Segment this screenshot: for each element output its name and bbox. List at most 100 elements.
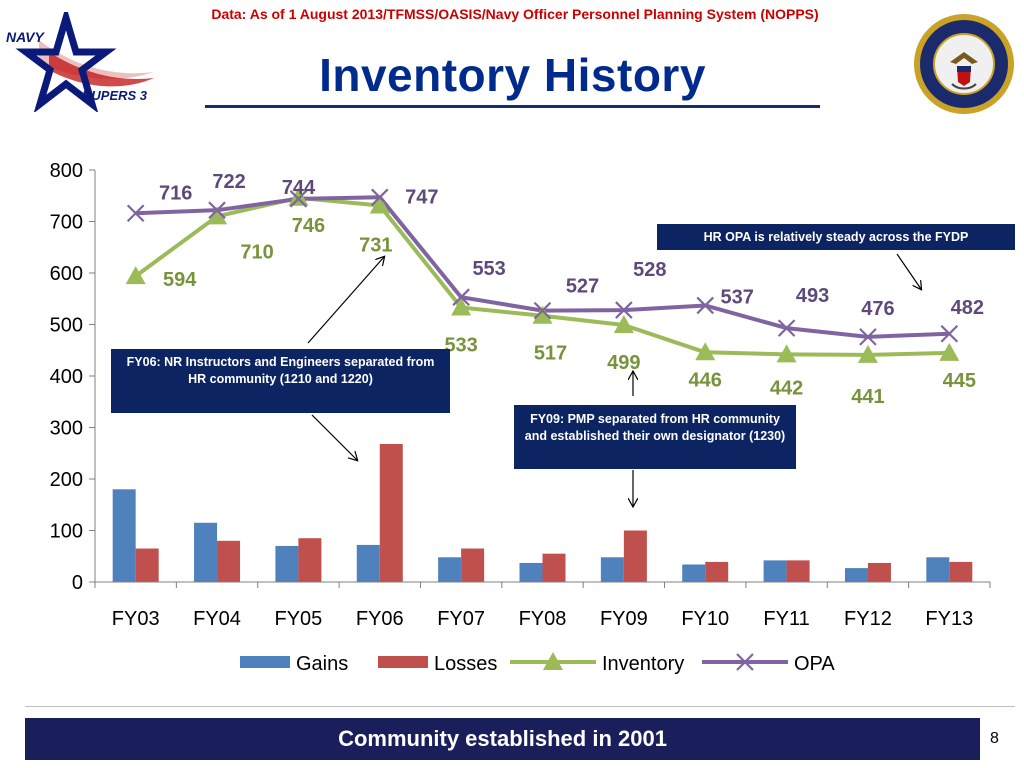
inventory-data-label: 710	[240, 241, 273, 263]
bar-losses	[217, 540, 241, 582]
opa-marker	[370, 188, 389, 207]
y-tick-label: 400	[50, 366, 83, 388]
inventory-data-label: 441	[851, 386, 884, 408]
legend-swatch-gains	[240, 656, 290, 668]
legend-marker-opa	[736, 653, 754, 671]
bar-losses	[623, 530, 647, 582]
source-note: Data: As of 1 August 2013/TFMSS/OASIS/Na…	[211, 6, 819, 22]
opa-data-label: 537	[721, 286, 754, 308]
x-tick-label: FY06	[356, 608, 404, 630]
opa-marker	[533, 301, 552, 320]
opa-marker	[452, 288, 470, 306]
bar-gains	[682, 564, 706, 582]
opa-data-label: 747	[405, 186, 438, 208]
opa-marker	[615, 301, 633, 319]
inventory-marker	[207, 206, 228, 225]
page-title: Inventory History	[319, 49, 706, 101]
bar-losses	[379, 443, 403, 582]
page-number: 8	[990, 730, 999, 747]
bar-losses	[298, 538, 322, 582]
y-tick-label: 0	[72, 572, 83, 594]
legend-label-opa: OPA	[794, 653, 835, 675]
x-tick-label: FY07	[437, 608, 485, 630]
opa-marker	[777, 319, 796, 337]
inventory-data-label: 446	[689, 369, 722, 391]
inventory-chart: 0 100 200 300 400 500 600 700 800 FY03 FY04 FY05 FY0…	[50, 160, 991, 675]
y-tick-label: 300	[50, 418, 83, 440]
inventory-marker	[451, 297, 472, 316]
inventory-data-label: 517	[534, 343, 567, 365]
bar-gains	[112, 489, 136, 582]
bar-losses	[135, 548, 159, 582]
x-tick-label: FY11	[763, 608, 809, 630]
y-tick-label: 500	[50, 315, 83, 337]
opa-data-label: 493	[796, 285, 829, 307]
x-tick-label: FY04	[193, 608, 241, 630]
bar-losses	[867, 562, 891, 582]
bar-gains	[356, 544, 380, 582]
bar-gains	[275, 545, 299, 582]
y-tick-label: 100	[50, 521, 83, 543]
inventory-marker	[369, 195, 390, 214]
opa-callout: HR OPA is relatively steady across the F…	[657, 224, 1015, 250]
logo-line1: NAVY	[6, 29, 46, 45]
bar-gains	[600, 557, 624, 582]
opa-data-label: 553	[472, 258, 505, 280]
x-tick-label: FY05	[275, 608, 323, 630]
star-logo-icon: NAVY BUPERS 3	[6, 12, 154, 112]
bar-losses	[705, 561, 729, 582]
opa-data-label: 744	[282, 177, 316, 199]
footer-banner: Community established in 2001	[25, 718, 980, 760]
inventory-marker	[695, 342, 716, 361]
legend-label-inventory: Inventory	[602, 653, 684, 675]
inventory-data-label: 499	[607, 352, 640, 374]
x-tick-label: FY10	[681, 608, 729, 630]
opa-data-label: 722	[212, 171, 245, 193]
opa-data-label: 482	[951, 297, 984, 319]
inventory-data-label: 594	[163, 269, 197, 291]
inventory-data-label: 731	[359, 235, 392, 257]
opa-marker	[696, 296, 715, 315]
bar-losses	[461, 548, 485, 582]
legend-swatch-losses	[378, 656, 428, 668]
inventory-marker	[532, 305, 553, 324]
x-tick-label: FY13	[925, 608, 973, 630]
opa-data-label: 476	[861, 298, 894, 320]
opa-marker	[940, 324, 959, 343]
fy09-callout: FY09: PMP separated from HR community an…	[514, 405, 796, 469]
x-tick-label: FY12	[844, 608, 892, 630]
y-tick-label: 200	[50, 469, 83, 491]
bar-gains	[519, 562, 543, 582]
x-tick-label: FY03	[112, 608, 160, 630]
logo-line2: BUPERS 3	[82, 88, 148, 103]
bar-gains	[844, 568, 868, 582]
bar-losses	[542, 553, 566, 582]
fy06-callout: FY06: NR Instructors and Engineers separ…	[111, 349, 450, 413]
x-tick-label: FY09	[600, 608, 648, 630]
bar-gains	[926, 557, 950, 582]
opa-marker	[289, 190, 308, 208]
inventory-marker	[939, 342, 960, 361]
bar-gains	[438, 557, 462, 582]
legend-label-losses: Losses	[434, 653, 497, 675]
inventory-data-label: 442	[770, 377, 803, 399]
bar-gains	[194, 522, 218, 582]
footer-divider	[25, 706, 1015, 707]
legend-marker-inventory	[543, 652, 563, 670]
inventory-marker	[125, 266, 146, 285]
opa-marker	[859, 328, 877, 346]
opa-data-label: 527	[566, 276, 599, 298]
opa-data-label: 716	[159, 182, 192, 204]
navy-personnel-seal-icon	[914, 14, 1014, 114]
inventory-data-label: 533	[444, 335, 477, 357]
x-tick-label: FY08	[519, 608, 567, 630]
inventory-data-label: 445	[943, 370, 976, 392]
bar-losses	[786, 560, 810, 582]
inventory-data-label: 746	[292, 215, 325, 237]
title-underline	[205, 105, 820, 108]
opa-data-label: 528	[633, 259, 666, 281]
y-tick-label: 800	[50, 160, 83, 182]
inventory-marker	[776, 344, 797, 363]
opa-marker	[208, 201, 226, 219]
bar-gains	[763, 560, 787, 582]
